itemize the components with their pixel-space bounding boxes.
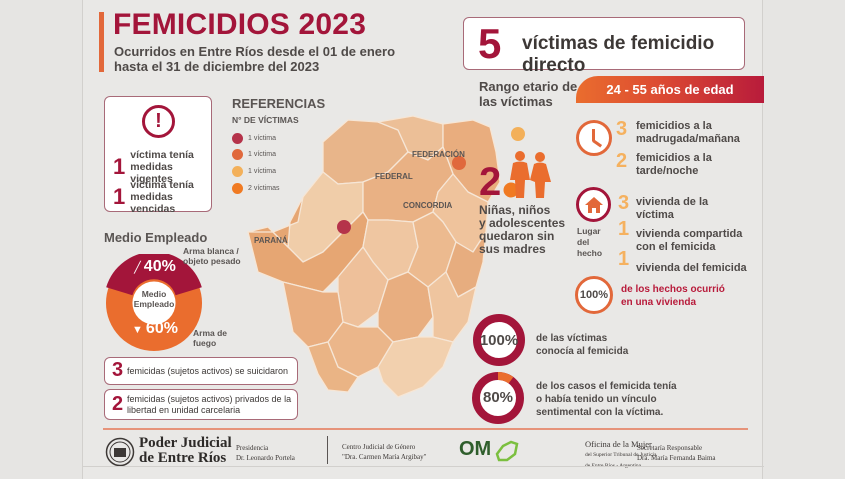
knife-icon: ╱ (134, 262, 141, 274)
page-title: FEMICIDIOS 2023 (113, 8, 367, 41)
subtitle-line-1: Ocurridos en Entre Ríos desde el 01 de e… (114, 44, 396, 59)
legend-title: REFERENCIAS (232, 96, 326, 111)
map-markers (337, 127, 525, 234)
perpetrators-text: femicidas (sujetos activos) privados de … (127, 394, 292, 415)
legend-item: 1 víctima (232, 166, 276, 177)
legend-item: 1 víctima (232, 133, 276, 144)
children-text: Niñas, niños y adolescentes quedaron sin su… (479, 203, 566, 256)
age-range-label-line-1: Rango etario de (479, 79, 578, 94)
city-label-federacion: FEDERACIÓN (412, 150, 465, 159)
legend-dot-icon (232, 149, 243, 160)
protective-measures-box: ! 1 víctima tenía medidas vigentes 1 víct… (104, 96, 212, 215)
place-count: 1 (618, 218, 630, 240)
footer-separator (327, 436, 328, 464)
bond-percent-value: 80% (482, 389, 514, 406)
place-count: 1 (618, 248, 630, 270)
judicial-power-logo-text: Poder Judicial de Entre Ríos (139, 435, 232, 466)
age-range-badge: 24 - 55 años de edad (576, 76, 764, 103)
om-logo: OM (459, 438, 492, 460)
city-label-concordia: CONCORDIA (403, 201, 453, 210)
place-text: vivienda compartida con el femicida (636, 228, 743, 253)
age-range-label: Rango etario de las víctimas (479, 79, 577, 109)
children-count: 2 (479, 160, 502, 204)
legend-item: 1 víctima (232, 149, 276, 160)
gun-icon: ▼ (132, 324, 143, 336)
weapon-label-blade: Arma blanca / objeto pesado (183, 246, 241, 266)
time-count: 2 (616, 150, 628, 172)
time-count: 3 (616, 118, 628, 140)
time-text: femicidios a la madrugada/mañana (636, 120, 740, 145)
concordia-marker (503, 182, 519, 198)
measures-text: víctima tenía medidas vigentes (130, 149, 194, 185)
city-label-federal: FEDERAL (375, 172, 413, 181)
legend-dot-icon (232, 133, 243, 144)
perpetrators-suicide-box: 3 femicidas (sujetos activos) se suicida… (104, 357, 298, 385)
place-text: vivienda de la víctima (636, 196, 709, 221)
entre-rios-map (247, 115, 525, 398)
home-percent-text: de los hechos ocurrió en una vivienda (621, 284, 725, 308)
exclamation-icon: ! (142, 105, 175, 138)
legend-dot-icon (232, 166, 243, 177)
place-count: 3 (618, 192, 630, 214)
measures-row: 1 víctima tenía medidas vencidas (113, 179, 211, 215)
weapon-label-firearm: Arma de fuego (193, 328, 228, 348)
place-label: Lugar del hecho (577, 226, 603, 258)
legend-item: 2 víctimas (232, 183, 280, 194)
place-text: vivienda del femicida (636, 262, 747, 274)
victims-label: víctimas de femicidio directo (522, 33, 715, 76)
federal-marker (452, 156, 466, 170)
footer-bottom-edge (83, 466, 764, 467)
age-range-label-line-2: las víctimas (479, 94, 553, 109)
victims-count-box: 5 víctimas de femicidio directo (463, 17, 745, 76)
clock-icon (576, 120, 612, 156)
city-label-parana: PARANÁ (254, 236, 288, 245)
victims-count: 5 (478, 20, 502, 67)
knew-percent-text: de las víctimas conocía al femicida (536, 333, 629, 357)
home-percent-ring: 100% (575, 276, 613, 314)
perpetrators-count: 2 (112, 393, 124, 415)
infographic: FEMICIDIOS 2023 Ocurridos en Entre Ríos … (82, 0, 764, 479)
secretary-text: Secretaría Responsable Dra. María Fernand… (637, 444, 716, 462)
perpetrators-prison-box: 2 femicidas (sujetos activos) privados d… (104, 389, 298, 420)
subtitle-line-2: hasta el 31 de diciembre del 2023 (114, 59, 320, 74)
measures-count: 1 (113, 154, 126, 179)
measures-row: 1 víctima tenía medidas vigentes (113, 149, 211, 185)
measures-count: 1 (113, 184, 126, 209)
presidency-text: Presidencia Dr. Leonardo Portela (236, 444, 295, 462)
bond-percent-ring-chart (472, 371, 524, 424)
bond-percent-text: de los casos el femicida tenía o había te… (536, 381, 677, 418)
time-text: femicidios a la tarde/noche (636, 152, 712, 177)
perpetrators-text: femicidas (sujetos activos) se suicidaro… (127, 366, 289, 376)
perpetrators-count: 3 (112, 359, 124, 381)
federacion-marker (511, 127, 525, 141)
measures-text: víctima tenía medidas vencidas (130, 179, 194, 215)
legend-dot-icon (232, 183, 243, 194)
donut-center-label: Medio Empleado (133, 289, 175, 309)
title-accent-bar (99, 12, 104, 72)
judicial-seal-icon (105, 437, 135, 467)
knew-percent-ring: 100% (473, 314, 525, 366)
weapon-section-title: Medio Empleado (104, 230, 208, 245)
weapon-donut-chart (105, 254, 203, 352)
entre-rios-outline-icon (495, 440, 519, 462)
house-icon (576, 187, 611, 222)
page-subtitle: Ocurridos en Entre Ríos desde el 01 de e… (114, 44, 414, 74)
footer-divider (103, 428, 748, 430)
knife-percent: ╱ 40% (134, 258, 176, 275)
gender-center-text: Centro Judicial de Género "Dra. Carmen Ma… (342, 443, 427, 461)
parana-marker (337, 220, 351, 234)
gun-percent: ▼ 60% (132, 320, 178, 337)
legend-subtitle: N° DE VÍCTIMAS (232, 115, 299, 125)
children-icon (510, 151, 551, 198)
